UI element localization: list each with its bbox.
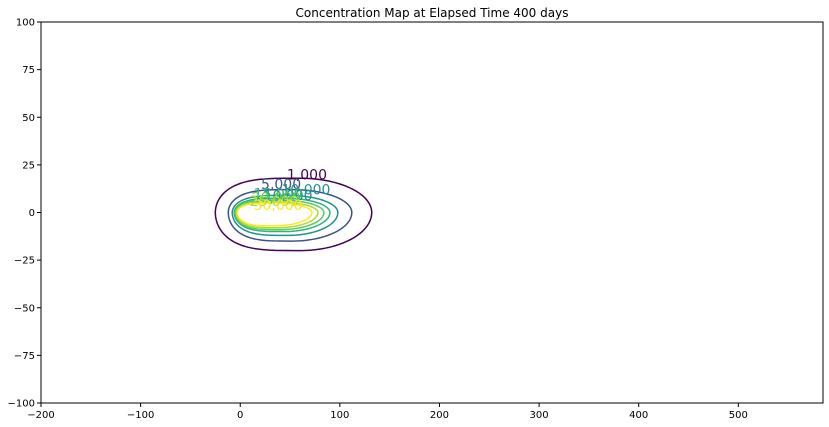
- contour-lines: [214, 177, 373, 252]
- x-tick-label: 0: [237, 410, 243, 421]
- contour-level-5000: [227, 188, 353, 242]
- y-tick-label: 75: [22, 65, 35, 76]
- contour-label: 30,000: [254, 198, 303, 214]
- y-tick-label: −50: [14, 303, 35, 314]
- y-tick-label: 100: [16, 18, 35, 29]
- contour-label: 20,000: [252, 190, 301, 206]
- contour-label: 25,000: [250, 194, 299, 210]
- y-tick-label: −100: [8, 399, 35, 410]
- contour-labels: 1,0005,00010,00010,00015,00020,00025,000…: [250, 167, 331, 213]
- contour-level-25000: [235, 201, 319, 229]
- contour-label: 1,000: [287, 167, 327, 183]
- chart-title: Concentration Map at Elapsed Time 400 da…: [296, 6, 569, 20]
- contour-level-30000: [236, 202, 313, 227]
- y-tick-label: −25: [14, 256, 35, 267]
- x-tick-label: 200: [430, 410, 449, 421]
- y-tick-label: 25: [22, 160, 35, 171]
- x-tick-label: −200: [27, 410, 54, 421]
- contour-level-1000: [214, 177, 373, 252]
- contour-label: 10,000: [264, 188, 313, 204]
- x-axis: −200 −100 0 100 200 300 400 500: [27, 403, 748, 421]
- y-axis: −100 −75 −50 −25 0 25 50 75 100: [8, 18, 41, 410]
- plot-frame: [40, 21, 824, 404]
- contour-level-15000: [233, 197, 331, 233]
- x-tick-label: −100: [127, 410, 154, 421]
- x-tick-label: 300: [530, 410, 549, 421]
- contour-label: 15,000: [254, 186, 303, 202]
- x-tick-label: 500: [729, 410, 748, 421]
- x-tick-label: 400: [629, 410, 648, 421]
- plot-area: [41, 22, 823, 403]
- contour-level-20000: [234, 199, 325, 231]
- contour-level-10000: [231, 194, 339, 237]
- y-tick-label: 50: [22, 113, 35, 124]
- contour-label: 10,000: [281, 183, 330, 199]
- contour-label: 5,000: [261, 177, 301, 193]
- x-tick-label: 100: [330, 410, 349, 421]
- y-tick-label: −75: [14, 351, 35, 362]
- y-tick-label: 0: [29, 208, 35, 219]
